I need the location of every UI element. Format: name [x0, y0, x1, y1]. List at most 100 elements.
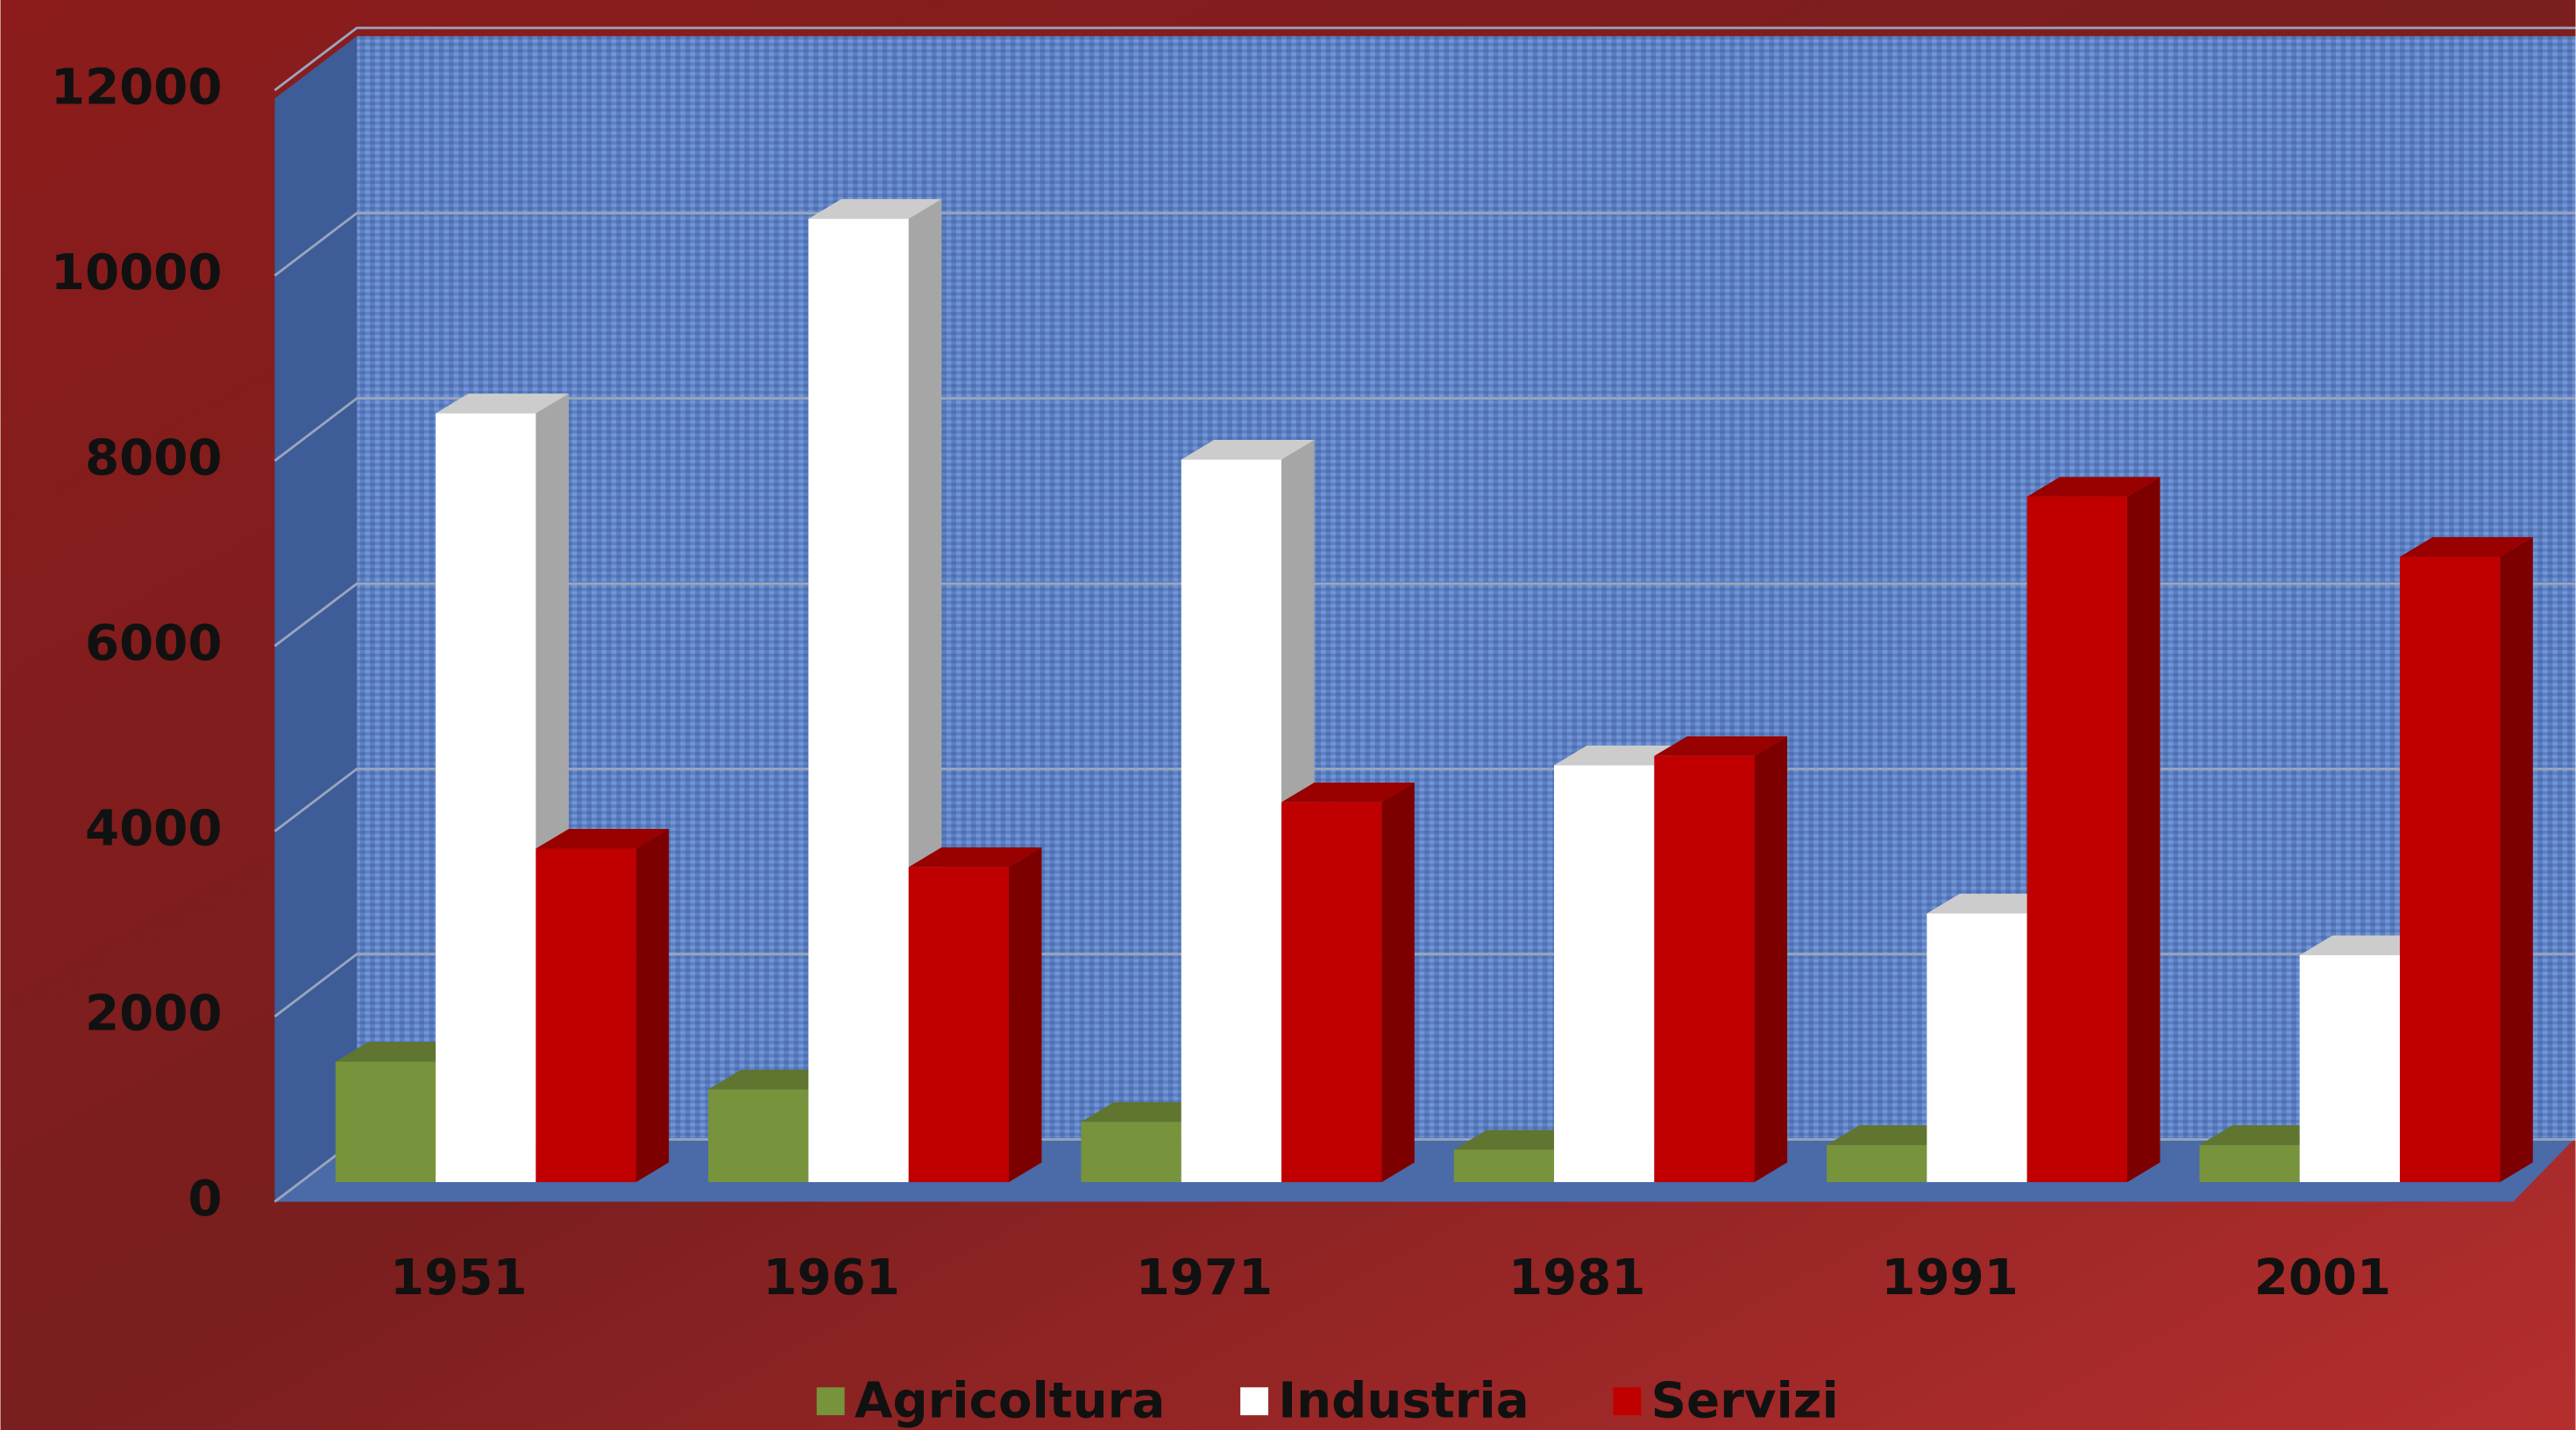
bar-top	[2199, 1125, 2333, 1145]
bar-3d	[1654, 736, 1788, 1183]
y-tick-label: 6000	[85, 615, 222, 672]
bar-top-shade	[2026, 477, 2161, 497]
grid-line	[273, 768, 2576, 832]
bar-top	[536, 829, 670, 849]
bar-side	[2126, 477, 2161, 1183]
bar-top-shade	[1081, 1101, 1215, 1122]
bar	[1554, 765, 1655, 1183]
bar-top-shade	[2400, 537, 2533, 557]
bar-top	[2400, 537, 2533, 557]
bar	[1281, 802, 1382, 1183]
bar	[1654, 755, 1755, 1183]
bar-top	[1453, 1129, 1587, 1150]
bar-3d	[2026, 477, 2161, 1183]
bar-top	[436, 393, 569, 414]
bar-top	[1554, 745, 1687, 766]
back-wall	[357, 36, 2576, 1138]
bar-side-shade	[2500, 537, 2533, 1183]
legend-swatch	[1240, 1387, 1269, 1416]
bar-top-shade	[1281, 782, 1415, 803]
bar-side-shade	[1381, 782, 1415, 1183]
bar	[1181, 459, 1282, 1183]
bar-top	[335, 1042, 469, 1062]
bar	[808, 218, 909, 1183]
y-tick-label: 12000	[51, 60, 223, 117]
bar-top-shade	[1554, 745, 1687, 766]
bar-side-shade	[1754, 736, 1788, 1183]
grid-line	[273, 397, 2576, 463]
bar-top-shade	[2299, 935, 2433, 956]
bar-top	[1081, 1101, 1215, 1122]
y-tick-label: 0	[188, 1171, 222, 1228]
grid-line	[273, 26, 2576, 92]
bar-top	[1181, 440, 1315, 460]
bar-side	[2500, 537, 2533, 1183]
y-tick-label: 10000	[51, 244, 223, 301]
bar-3d	[2400, 537, 2533, 1183]
bar	[536, 848, 636, 1183]
legend-swatch	[1613, 1387, 1642, 1416]
bar	[708, 1089, 809, 1183]
bar	[2199, 1144, 2300, 1183]
bar-top-shade	[1453, 1129, 1587, 1150]
x-tick-label: 1951	[390, 1249, 527, 1306]
bar-top	[808, 199, 942, 219]
bar-top	[2026, 477, 2161, 497]
bar	[2026, 496, 2127, 1183]
bar	[335, 1061, 436, 1183]
side-wall	[274, 36, 358, 1202]
bar-side-shade	[1008, 847, 1042, 1183]
bar-top-shade	[1181, 440, 1315, 460]
bar-top	[1827, 1125, 1960, 1145]
grid-line	[273, 582, 2576, 648]
bar-top	[1281, 782, 1415, 803]
bar	[1081, 1122, 1182, 1183]
bar-top	[908, 847, 1042, 867]
bar	[1453, 1150, 1555, 1183]
bar-top-shade	[908, 847, 1042, 867]
bar-top-shade	[436, 393, 569, 414]
bar	[2299, 955, 2401, 1183]
bar-top	[1927, 894, 2061, 914]
bar-top-shade	[2199, 1125, 2333, 1145]
y-tick-label: 2000	[85, 986, 222, 1043]
bar-side	[635, 829, 670, 1183]
bar-top-shade	[536, 829, 670, 849]
bar-3d	[1281, 782, 1415, 1183]
x-tick-label: 1971	[1136, 1249, 1273, 1306]
grid-line	[273, 211, 2576, 277]
bar-side-shade	[635, 829, 670, 1183]
bar-3d	[908, 847, 1042, 1183]
grid-line	[273, 952, 2576, 1018]
x-tick-label: 1961	[763, 1249, 899, 1306]
x-tick-label: 2001	[2254, 1249, 2391, 1306]
bar	[2400, 556, 2501, 1183]
bar-top	[708, 1069, 841, 1090]
bar-top	[1654, 736, 1788, 756]
bar-side	[1008, 847, 1042, 1183]
bar-top-shade	[1927, 894, 2061, 914]
bar-side	[1754, 736, 1788, 1183]
bar-top-shade	[1654, 736, 1788, 756]
bar-top-shade	[1827, 1125, 1960, 1145]
legend-label: Agricoltura	[855, 1373, 1165, 1430]
bar	[1927, 913, 2027, 1183]
legend-swatch	[816, 1387, 845, 1416]
bar-3d	[1453, 1129, 1587, 1183]
bar	[1827, 1144, 1927, 1183]
x-tick-label: 1981	[1508, 1249, 1645, 1306]
legend-label: Servizi	[1651, 1373, 1839, 1430]
bar-3d	[536, 829, 670, 1183]
bar	[436, 413, 536, 1183]
bar-side	[1381, 782, 1415, 1183]
bar-top-shade	[708, 1069, 841, 1090]
y-tick-label: 4000	[85, 800, 222, 857]
bar-side-shade	[2126, 477, 2161, 1183]
x-tick-label: 1991	[1881, 1249, 2018, 1306]
bar	[908, 867, 1009, 1183]
bar-top	[2299, 935, 2433, 956]
bar-top-shade	[808, 199, 942, 219]
legend-label: Industria	[1278, 1373, 1529, 1430]
y-tick-label: 8000	[85, 429, 222, 486]
